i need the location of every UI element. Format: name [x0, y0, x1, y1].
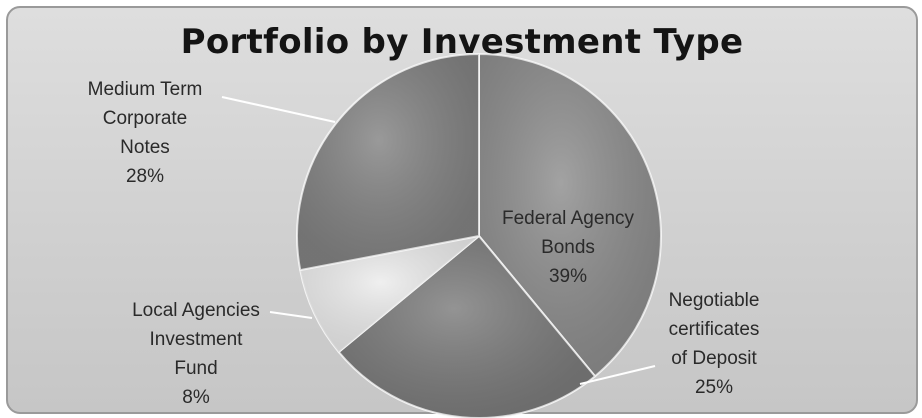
- data-label-line: Investment: [150, 329, 244, 350]
- data-label-line: Bonds: [541, 237, 595, 258]
- data-label-line: Negotiable: [669, 290, 760, 311]
- pie-slice-shading-3: [300, 236, 479, 353]
- data-label-line: Fund: [174, 358, 217, 379]
- data-label-line: 39%: [549, 266, 587, 287]
- data-label-line: Federal Agency: [502, 208, 635, 229]
- leader-line-4: [221, 96, 336, 123]
- data-label-line: Local Agencies: [132, 300, 260, 321]
- data-label-line: 8%: [182, 387, 210, 408]
- data-label-line: 28%: [126, 166, 164, 187]
- data-label-1: Federal Agency Bonds 39%: [502, 208, 635, 287]
- pie-slice-shading-4: [296, 53, 479, 271]
- data-label-4: Medium Term Corporate Notes 28%: [88, 79, 203, 187]
- data-label-line: certificates: [669, 319, 760, 340]
- data-label-3: Local Agencies Investment Fund 8%: [132, 300, 260, 408]
- pie-slice-shading-1: [479, 54, 661, 377]
- data-label-line: Corporate: [103, 108, 188, 129]
- data-label-line: Medium Term: [88, 79, 203, 100]
- data-label-line: 25%: [695, 377, 733, 398]
- data-label-line: of Deposit: [671, 348, 757, 369]
- leader-line-3: [269, 311, 313, 319]
- data-label-line: Notes: [120, 137, 170, 158]
- pie-slice-shading-2: [338, 236, 596, 418]
- data-label-2: Negotiable certificates of Deposit 25%: [669, 290, 760, 398]
- leader-line-2: [579, 365, 656, 385]
